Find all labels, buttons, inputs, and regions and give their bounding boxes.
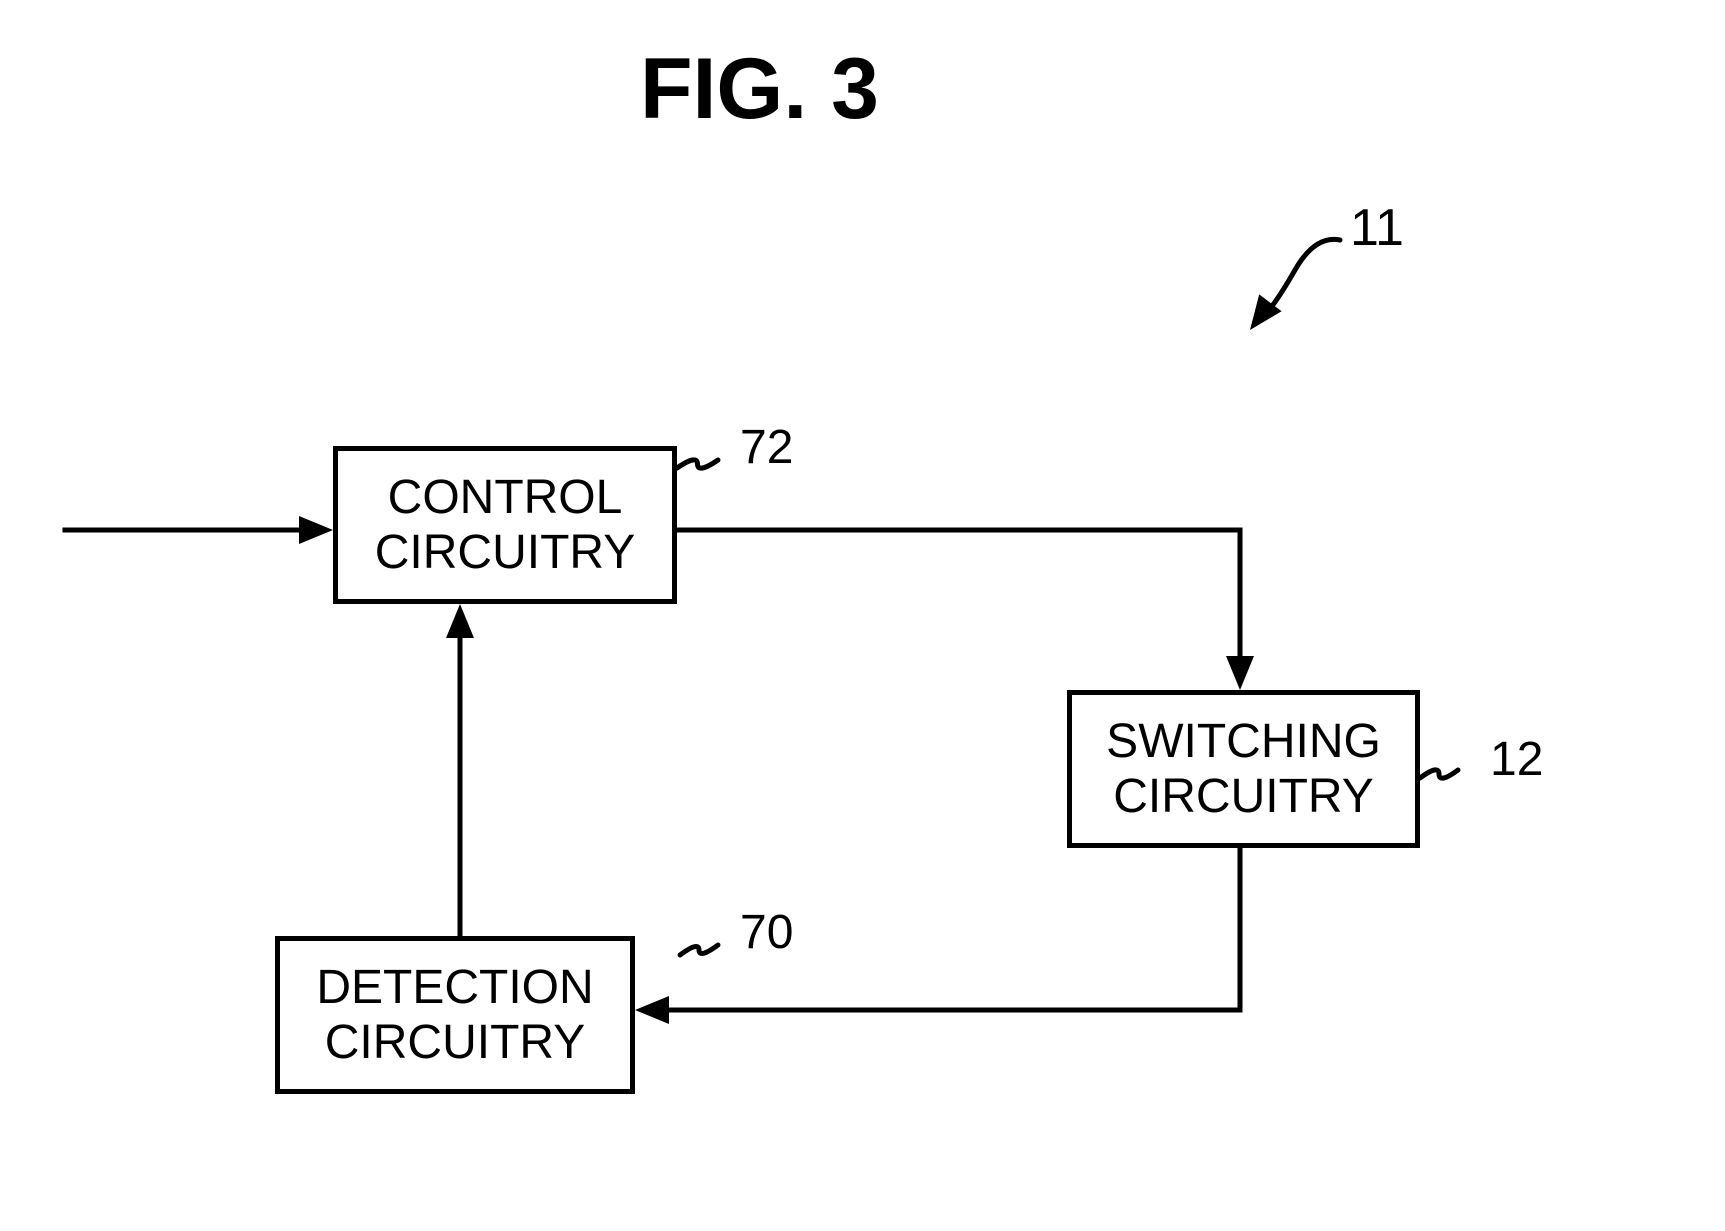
node-control: CONTROLCIRCUITRY (333, 446, 677, 604)
node-switching: SWITCHINGCIRCUITRY (1067, 690, 1420, 848)
node-detection-label: DETECTIONCIRCUITRY (316, 960, 593, 1070)
ref-label-72: 72 (740, 420, 793, 475)
ref-label-70: 70 (740, 905, 793, 960)
node-detection: DETECTIONCIRCUITRY (275, 936, 635, 1094)
ref-label-12: 12 (1490, 732, 1543, 787)
connectors-layer (0, 0, 1725, 1231)
ref-label-11: 11 (1350, 198, 1404, 258)
figure-title: FIG. 3 (640, 40, 879, 139)
node-control-label: CONTROLCIRCUITRY (375, 470, 635, 580)
figure-canvas: FIG. 3 11 CONTROLCIRCUITRY 72 SWITCHINGC… (0, 0, 1725, 1231)
node-switching-label: SWITCHINGCIRCUITRY (1106, 714, 1381, 824)
